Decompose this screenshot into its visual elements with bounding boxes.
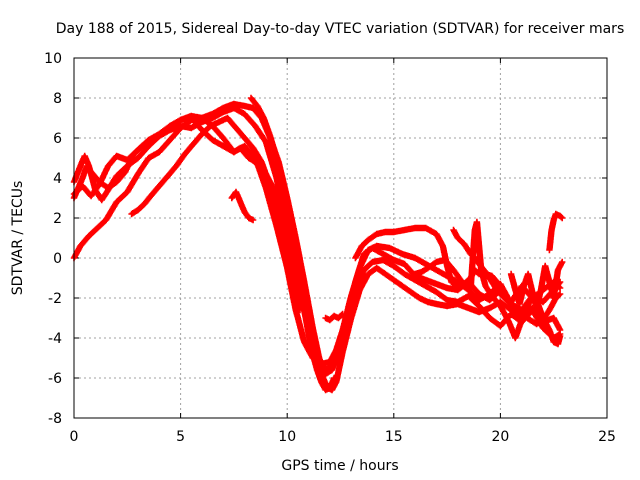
series-markers [228, 188, 257, 224]
series-sat-g [247, 94, 338, 394]
x-tick-label: 10 [278, 429, 296, 445]
series-sat-f [228, 188, 257, 224]
series-sat-m [507, 258, 566, 312]
x-tick-label: 0 [70, 429, 79, 445]
y-tick-label: 6 [53, 131, 62, 147]
y-axis-label: SDTVAR / TECUs [10, 181, 26, 296]
x-tick-label: 5 [176, 429, 185, 445]
series-sat-e [128, 114, 304, 314]
y-tick-label: 10 [44, 51, 62, 67]
y-tick-label: -2 [48, 291, 62, 307]
x-tick-label: 15 [385, 429, 403, 445]
y-tick-label: 8 [53, 91, 62, 107]
y-tick-label: -6 [48, 371, 62, 387]
y-tick-label: 4 [53, 171, 62, 187]
y-tick-label: -8 [48, 411, 62, 427]
series-markers [322, 310, 346, 324]
series-markers [247, 94, 338, 394]
series-markers [128, 114, 304, 314]
x-tick-labels: 0 5 10 15 20 25 [70, 429, 616, 445]
series-markers [546, 210, 566, 254]
y-tick-label: -4 [48, 331, 62, 347]
x-tick-label: 20 [491, 429, 509, 445]
series-markers [411, 218, 564, 348]
chart-title: Day 188 of 2015, Sidereal Day-to-day VTE… [56, 21, 624, 37]
y-tick-label: 0 [53, 251, 62, 267]
x-tick-label: 25 [598, 429, 616, 445]
data-points [70, 94, 566, 394]
y-tick-label: 2 [53, 211, 62, 227]
x-axis-label: GPS time / hours [281, 458, 398, 474]
plot-frame [73, 57, 608, 419]
series-sat-l [546, 210, 566, 254]
series-sat-h [322, 310, 346, 324]
y-tick-labels: -8 -6 -4 -2 0 2 4 6 8 10 [44, 51, 62, 427]
series-sat-k [411, 218, 564, 348]
series-markers [507, 258, 566, 312]
